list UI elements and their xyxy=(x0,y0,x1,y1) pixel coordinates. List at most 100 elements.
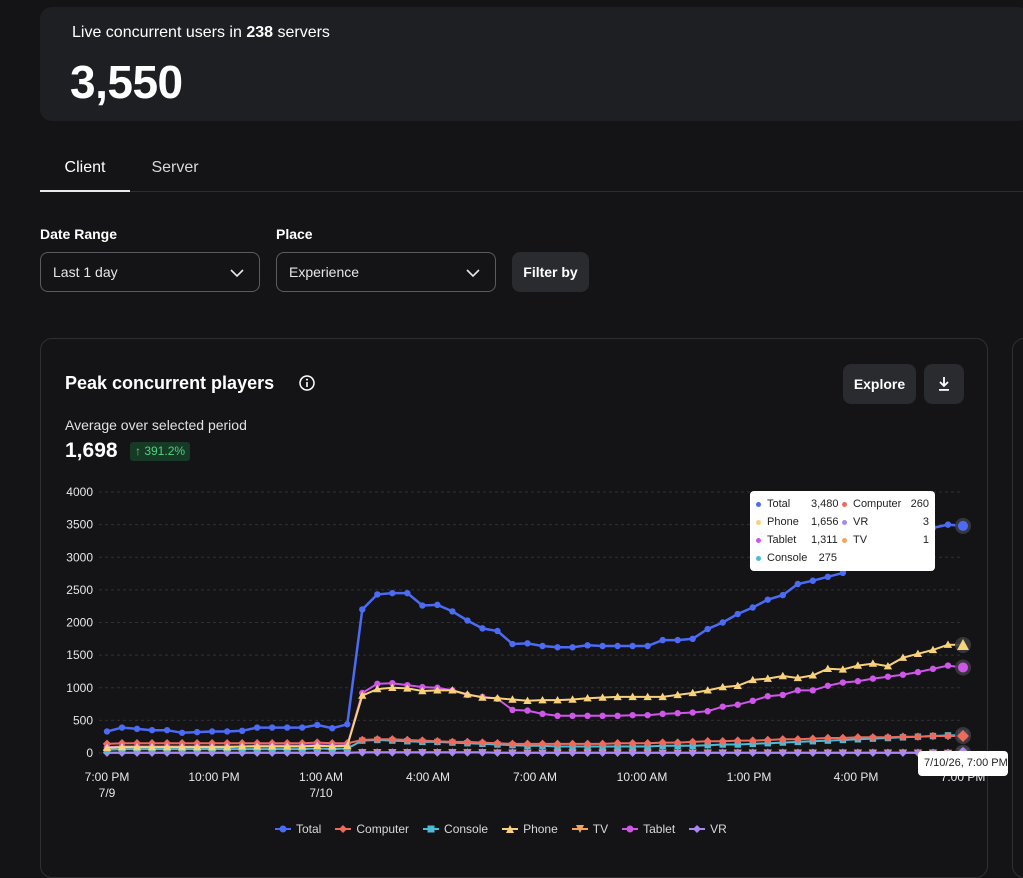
y-tick-label: 2500 xyxy=(66,583,93,597)
data-point xyxy=(524,640,530,646)
data-point xyxy=(584,713,590,719)
tooltip-series-value: 1,311 xyxy=(811,534,837,546)
tooltip-series-value: 260 xyxy=(909,498,929,510)
x-tick-label: 10:00 AM xyxy=(617,770,668,784)
data-point xyxy=(825,683,831,689)
legend-marker-icon xyxy=(423,824,439,834)
legend-item[interactable]: Computer xyxy=(335,821,409,837)
tooltip-series-name: VR xyxy=(853,516,909,528)
data-point xyxy=(629,712,635,718)
data-point xyxy=(584,642,590,648)
data-point xyxy=(179,730,185,736)
data-point xyxy=(958,521,968,531)
legend-item[interactable]: Console xyxy=(423,821,488,837)
tooltip-series-value: 3,480 xyxy=(811,498,837,510)
x-tick-label: 7/10 xyxy=(309,786,333,800)
x-tick-label: 7:00 AM xyxy=(513,770,557,784)
data-point xyxy=(659,711,665,717)
data-point xyxy=(149,727,155,733)
data-point xyxy=(870,675,876,681)
legend-item[interactable]: Phone xyxy=(502,821,558,837)
data-point xyxy=(164,727,170,733)
legend-item[interactable]: Tablet xyxy=(622,821,675,837)
data-point xyxy=(134,726,140,732)
legend-marker-icon xyxy=(502,824,518,834)
data-point xyxy=(689,709,695,715)
tooltip-series-name: Total xyxy=(767,498,811,510)
data-point xyxy=(554,644,560,650)
data-point xyxy=(720,703,726,709)
legend-item[interactable]: VR xyxy=(689,821,727,837)
data-point xyxy=(359,606,365,612)
data-point xyxy=(374,591,380,597)
chart-legend: Total Computer Console Phone TV Tablet VR xyxy=(275,821,741,837)
legend-marker-icon xyxy=(622,824,638,834)
data-point xyxy=(855,678,861,684)
data-point xyxy=(885,673,891,679)
legend-label: TV xyxy=(593,822,608,836)
data-point xyxy=(104,728,110,734)
y-tick-label: 0 xyxy=(86,746,93,760)
data-point xyxy=(344,721,350,727)
legend-dot-icon xyxy=(756,520,761,525)
data-point xyxy=(780,692,786,698)
legend-item[interactable]: Total xyxy=(275,821,321,837)
y-tick-label: 4000 xyxy=(66,485,93,499)
data-point xyxy=(810,687,816,693)
data-point xyxy=(509,707,515,713)
x-tick-label: 1:00 PM xyxy=(727,770,772,784)
tooltip-series-name: TV xyxy=(853,534,909,546)
data-point xyxy=(224,728,230,734)
legend-label: Computer xyxy=(356,822,409,836)
tooltip-series-name: Computer xyxy=(853,498,909,510)
legend-marker-icon xyxy=(275,824,291,834)
data-point xyxy=(539,711,545,717)
data-point xyxy=(434,602,440,608)
x-tick-label: 7:00 PM xyxy=(85,770,130,784)
data-point xyxy=(209,728,215,734)
tooltip-series-name: Console xyxy=(767,552,811,564)
y-tick-label: 2000 xyxy=(66,616,93,630)
data-point xyxy=(314,722,320,728)
data-point xyxy=(269,724,275,730)
data-point xyxy=(958,662,968,672)
legend-dot-icon xyxy=(842,502,847,507)
data-point xyxy=(599,643,605,649)
data-point xyxy=(119,724,125,730)
data-point xyxy=(254,724,260,730)
legend-dot-icon xyxy=(756,556,761,561)
y-tick-label: 1500 xyxy=(66,648,93,662)
data-point xyxy=(720,619,726,625)
x-tick-label: 4:00 AM xyxy=(406,770,450,784)
data-point xyxy=(404,590,410,596)
legend-dot-icon xyxy=(756,502,761,507)
data-point xyxy=(299,724,305,730)
x-tick-label: 7/9 xyxy=(99,786,116,800)
data-point xyxy=(795,581,801,587)
data-point xyxy=(389,590,395,596)
x-tick-label: 10:00 PM xyxy=(188,770,239,784)
data-point xyxy=(810,578,816,584)
legend-item[interactable]: TV xyxy=(572,821,608,837)
data-point xyxy=(945,521,951,527)
data-point xyxy=(765,596,771,602)
data-point xyxy=(509,641,515,647)
tooltip-date: 7/10/26, 7:00 PM xyxy=(918,751,1008,776)
data-point xyxy=(915,669,921,675)
data-point xyxy=(900,672,906,678)
legend-marker-icon xyxy=(335,824,351,834)
tooltip-series-name: Phone xyxy=(767,516,811,528)
data-point xyxy=(750,604,756,610)
tooltip-series-value: 3 xyxy=(909,516,929,528)
legend-dot-icon xyxy=(842,538,847,543)
data-point xyxy=(524,707,530,713)
tooltip-series-name: Tablet xyxy=(767,534,811,546)
data-point xyxy=(840,679,846,685)
